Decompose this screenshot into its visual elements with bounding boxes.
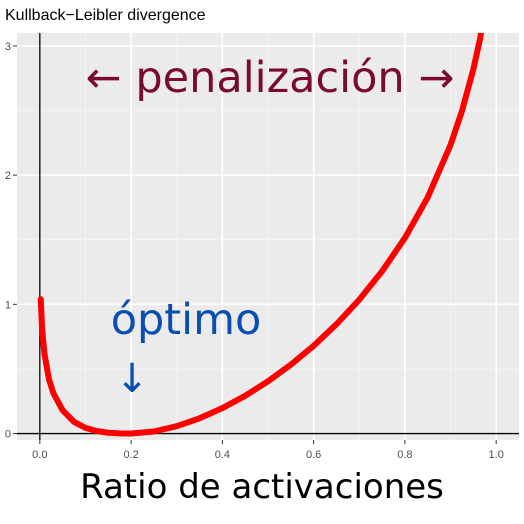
x-tick-label: 0.4 <box>215 449 230 461</box>
y-tick-label: 2 <box>5 170 11 182</box>
annotation-penalization: ← penalización → <box>86 53 455 103</box>
y-tick-label: 3 <box>5 41 11 53</box>
y-tick-label: 0 <box>5 429 11 441</box>
series-group <box>37 33 485 437</box>
axis-ticks <box>13 45 497 444</box>
x-axis-label: Ratio de activaciones <box>80 467 444 507</box>
minor-gridlines <box>17 33 519 440</box>
series-line-0 <box>37 33 485 437</box>
chart-title: Kullback−Leibler divergence <box>5 7 206 24</box>
x-tick-label: 0.0 <box>32 449 47 461</box>
x-tick-label: 0.6 <box>306 449 321 461</box>
annotation-optimum-arrow: ↓ <box>115 356 149 402</box>
x-tick-label: 1.0 <box>489 449 504 461</box>
annotation-optimum: óptimo <box>111 295 262 345</box>
x-tick-label: 0.8 <box>397 449 412 461</box>
annotations-group: ← penalización → óptimo ↓ <box>86 53 455 402</box>
y-tick-label: 1 <box>5 299 11 311</box>
x-tick-label: 0.2 <box>123 449 138 461</box>
tick-labels: 0.0 0.2 0.4 0.6 0.8 1.0 0 1 2 3 <box>5 41 504 461</box>
